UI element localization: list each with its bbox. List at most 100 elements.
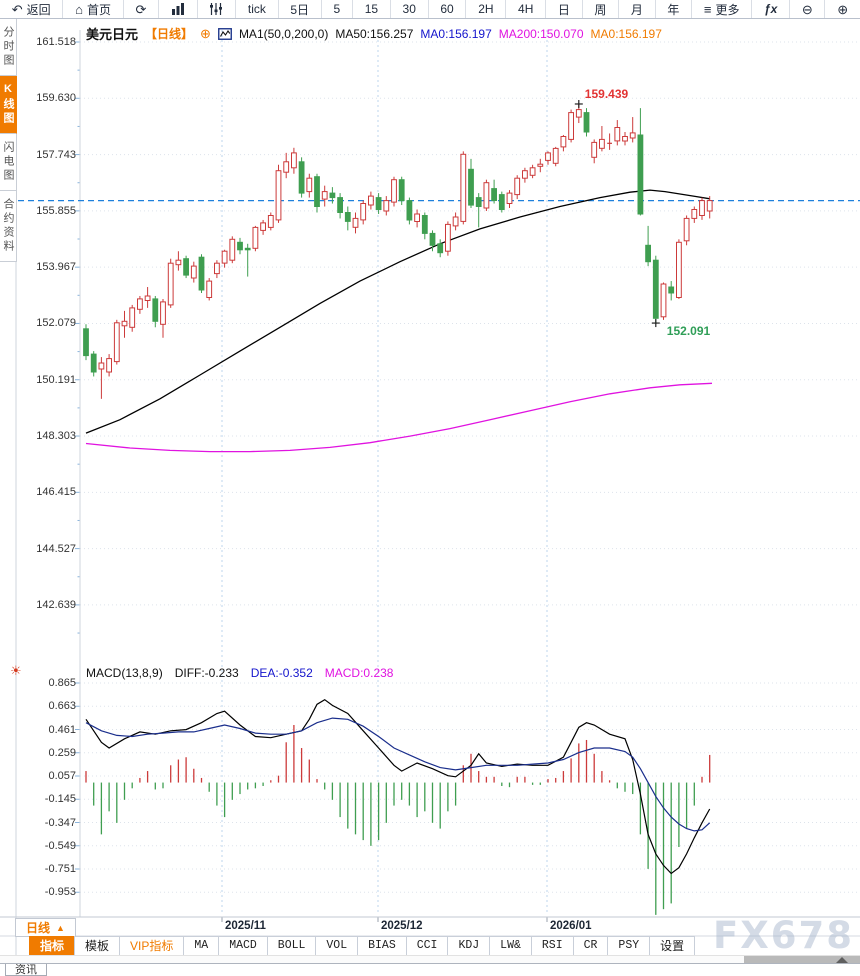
interval-5d-button-label: 5日 <box>290 2 310 17</box>
sidebar-tab-kline-chart[interactable]: K线图 <box>0 76 17 134</box>
macd-diff-value: DIFF:-0.233 <box>174 666 239 680</box>
tab-boll[interactable]: BOLL <box>266 936 317 956</box>
sidebar-tab-time-chart[interactable]: 分时图 <box>0 19 17 76</box>
interval-week-button-label: 周 <box>594 2 607 17</box>
watermark: FX678 <box>712 914 854 957</box>
period-selector-label: 日线 <box>26 921 51 935</box>
tab-kdj[interactable]: KDJ <box>447 936 491 956</box>
top-toolbar: ↶ 返回 ⌂ 首页 ⟳ tick 5日 5 15 30 60 2H 4H 日 周 月 年 ≡ 更多 ƒx ⊖ ⊕ <box>0 0 860 19</box>
indicator-adjust-button[interactable] <box>198 0 237 18</box>
sidebar-tab-contract-info[interactable]: 合约资料 <box>0 191 17 262</box>
tab-cr[interactable]: CR <box>572 936 609 956</box>
menu-icon: ≡ <box>703 1 712 17</box>
interval-2h-button[interactable]: 2H <box>466 0 507 18</box>
zoom-in-button[interactable]: ⊕ <box>825 0 859 18</box>
scrollbar-thumb[interactable] <box>744 956 860 964</box>
tab-lwr[interactable]: LW& <box>489 936 532 956</box>
macd-header: MACD(13,8,9) DIFF:-0.233 DEA:-0.352 MACD… <box>86 666 393 680</box>
interval-4h-button[interactable]: 4H <box>506 0 547 18</box>
refresh-button[interactable]: ⟳ <box>124 0 160 18</box>
price-tick-label: 159.630 <box>36 92 76 105</box>
news-tab[interactable]: 资讯 <box>5 964 47 976</box>
price-tick-label: 153.967 <box>36 261 76 274</box>
ma200-value: MA200:150.070 <box>498 26 584 41</box>
tab-vol[interactable]: VOL <box>315 936 359 956</box>
period-selector[interactable]: 日线 ▲ <box>15 918 76 937</box>
indicator-settings-sun-icon[interactable]: ☀ <box>10 663 22 678</box>
month-label: 2026/01 <box>550 920 592 932</box>
macd-tick-label: -0.145 <box>44 793 76 806</box>
chart-type-sidebar: 分时图 K线图 闪电图 合约资料 <box>0 19 18 262</box>
symbol-name: 美元日元 <box>86 27 139 42</box>
interval-day-button-label: 日 <box>557 2 570 17</box>
interval-month-button-label: 月 <box>630 2 643 17</box>
chevron-up-icon: ▲ <box>56 922 65 933</box>
zoom-in-icon: ⊕ <box>837 1 849 17</box>
horizontal-scrollbar[interactable] <box>0 955 860 964</box>
chart-header: 美元日元 【日线】 ⊕ MA1(50,0,200,0) MA50:156.257… <box>86 24 662 43</box>
macd-formula: MACD(13,8,9) <box>86 666 163 680</box>
price-tick-label: 146.415 <box>36 486 76 499</box>
macd-tick-label: -0.751 <box>44 863 76 875</box>
back-button-label: 返回 <box>26 2 51 17</box>
more-button[interactable]: ≡ 更多 <box>692 0 753 18</box>
tab-indicators[interactable]: 指标 <box>29 936 76 956</box>
price-tick-label: 144.527 <box>36 542 76 555</box>
bottom-panel: 资讯 <box>0 963 860 976</box>
back-button[interactable]: ↶ 返回 <box>0 0 64 18</box>
price-tick-label: 157.743 <box>36 148 76 161</box>
fx-icon: ƒx <box>763 2 778 16</box>
tab-vip-indicators[interactable]: VIP指标 <box>119 936 185 956</box>
home-button[interactable]: ⌂ 首页 <box>63 0 124 18</box>
tab-macd[interactable]: MACD <box>218 936 268 956</box>
interval-5d-button[interactable]: 5日 <box>279 0 322 18</box>
ma50-value: MA50:156.257 <box>335 26 414 41</box>
chart-style-button[interactable] <box>159 0 198 18</box>
price-tick-label: 152.079 <box>36 317 76 330</box>
sliders-icon <box>210 3 223 15</box>
interval-60-button[interactable]: 60 <box>429 0 467 18</box>
add-indicator-icon[interactable]: ⊕ <box>200 25 211 41</box>
interval-5-button-label: 5 <box>333 2 341 16</box>
sidebar-tab-lightning-chart[interactable]: 闪电图 <box>0 134 17 191</box>
fx-button[interactable]: ƒx <box>752 0 791 18</box>
home-button-label: 首页 <box>87 2 112 17</box>
macd-tick-label: -0.549 <box>44 839 76 852</box>
tab-bias[interactable]: BIAS <box>357 936 407 956</box>
price-tick-label: 150.191 <box>36 373 76 386</box>
interval-month-button[interactable]: 月 <box>619 0 656 18</box>
low-price-annotation: 152.091 <box>666 324 711 339</box>
macd-tick-label: 0.259 <box>48 746 76 759</box>
interval-30-button[interactable]: 30 <box>391 0 429 18</box>
tab-templates[interactable]: 模板 <box>74 936 121 956</box>
interval-30-button-label: 30 <box>402 2 416 16</box>
interval-year-button-label: 年 <box>667 2 680 17</box>
interval-tick-button-label: tick <box>247 2 266 16</box>
period-label: 【日线】 <box>145 27 194 41</box>
candlestick-chart-icon <box>217 27 232 40</box>
macd-tick-label: -0.347 <box>44 816 76 829</box>
tab-cci[interactable]: CCI <box>405 936 449 956</box>
high-price-annotation: 159.439 <box>584 86 629 101</box>
interval-tick-button[interactable]: tick <box>236 0 279 18</box>
zoom-out-button[interactable]: ⊖ <box>790 0 826 18</box>
month-label: 2025/12 <box>381 920 423 932</box>
interval-4h-button-label: 4H <box>518 2 534 16</box>
tab-settings[interactable]: 设置 <box>649 936 696 956</box>
macd-tick-label: 0.865 <box>48 677 76 689</box>
zoom-out-icon: ⊖ <box>801 1 813 17</box>
interval-year-button[interactable]: 年 <box>656 0 693 18</box>
tab-ma[interactable]: MA <box>183 936 220 956</box>
interval-15-button[interactable]: 15 <box>353 0 391 18</box>
interval-week-button[interactable]: 周 <box>583 0 620 18</box>
interval-5-button[interactable]: 5 <box>322 0 353 18</box>
month-label: 2025/11 <box>225 920 266 932</box>
interval-day-button[interactable]: 日 <box>546 0 583 18</box>
scroll-up-arrow-icon[interactable] <box>836 957 848 963</box>
macd-tick-label: -0.953 <box>44 886 76 899</box>
tab-psy[interactable]: PSY <box>607 936 651 956</box>
ma-settings-label: MA1(50,0,200,0) <box>238 26 329 41</box>
tab-rsi[interactable]: RSI <box>530 936 574 956</box>
ma0-orange-value: MA0:156.197 <box>590 26 662 41</box>
